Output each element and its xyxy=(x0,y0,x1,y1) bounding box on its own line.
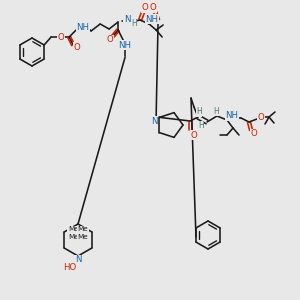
Text: NH: NH xyxy=(118,40,132,50)
Text: O: O xyxy=(107,35,113,44)
Text: N: N xyxy=(124,16,130,25)
Text: Me: Me xyxy=(77,234,88,240)
Text: N: N xyxy=(151,116,157,125)
Text: H: H xyxy=(213,106,219,116)
Text: Me: Me xyxy=(77,226,88,232)
Text: H: H xyxy=(196,107,202,116)
Text: NH: NH xyxy=(76,22,90,32)
Text: O: O xyxy=(258,112,264,122)
Text: O: O xyxy=(74,43,80,52)
Text: NH: NH xyxy=(226,112,238,121)
Text: O: O xyxy=(150,4,157,13)
Text: H: H xyxy=(198,122,204,130)
Text: O: O xyxy=(142,4,148,13)
Text: Me: Me xyxy=(68,226,79,232)
Text: HO: HO xyxy=(63,263,76,272)
Text: O: O xyxy=(58,32,64,41)
Text: H: H xyxy=(131,20,137,28)
Text: Me: Me xyxy=(68,234,79,240)
Text: N: N xyxy=(75,256,81,265)
Text: O: O xyxy=(250,130,257,139)
Text: NH: NH xyxy=(146,14,159,23)
Text: O: O xyxy=(190,130,197,140)
